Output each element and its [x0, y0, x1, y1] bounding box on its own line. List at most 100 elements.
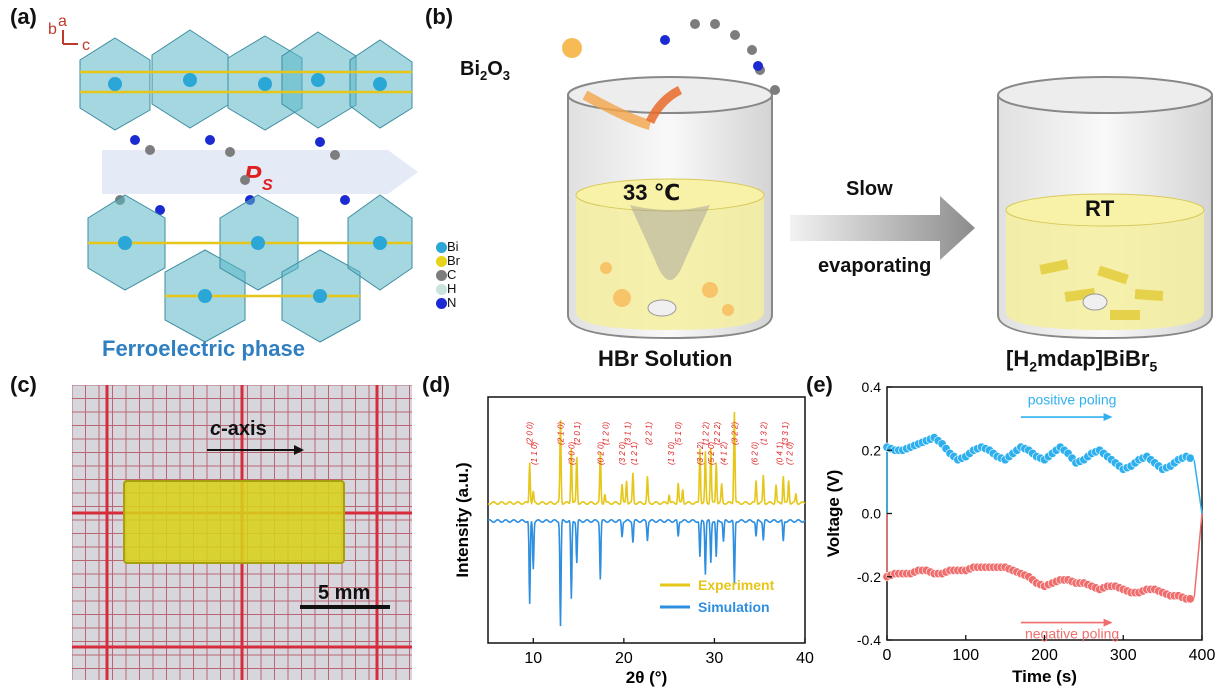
arrow-bottom-label: evaporating [818, 255, 932, 277]
crystal-structure-diagram: b a c P S [48, 13, 418, 343]
peak-label: (2 1 0) [556, 422, 565, 445]
peak-label: (0 4 1) [776, 442, 785, 465]
process-arrow [790, 196, 975, 260]
n-swatch [436, 298, 447, 310]
peak-label: (1 1 0) [530, 442, 539, 465]
x-tick-label: 30 [706, 650, 724, 667]
left-beaker [562, 19, 780, 340]
temperature-label: 33 ℃ [623, 180, 681, 205]
experiment-series-line [487, 411, 806, 506]
panel-label-d: (d) [422, 372, 451, 397]
h-swatch [436, 284, 447, 296]
x-tick-label: 400 [1189, 647, 1216, 664]
panel-label-a: (a) [10, 4, 37, 29]
axis-b-label: b [48, 21, 57, 38]
x-tick-label: 300 [1110, 647, 1137, 664]
legend-item-c: C [436, 268, 460, 282]
legend-label: Experiment [698, 577, 775, 593]
x-tick-label: 200 [1031, 647, 1058, 664]
atom-legend: Bi Br C H N [436, 240, 460, 310]
y-tick-label: -0.4 [857, 632, 881, 648]
peak-label: (1 2 0) [602, 422, 611, 445]
peak-label: (3 1 1) [623, 422, 632, 445]
ferroelectric-phase-caption: Ferroelectric phase [102, 336, 305, 361]
y-axis-label: Voltage (V) [824, 470, 843, 558]
peak-label: (3 2 2) [730, 422, 739, 445]
x-tick-label: 40 [796, 650, 814, 667]
series-label: negative poling [1025, 625, 1119, 641]
right-beaker [997, 76, 1213, 340]
x-tick-label: 0 [883, 647, 892, 664]
crystal-photo [72, 385, 412, 680]
peak-label: (1 3 2) [759, 422, 768, 445]
xrd-chart: (2 0 0)(1 1 0) (2 1 0)(3 0 0)(2 0 1) (0 2 … [453, 396, 814, 687]
series-label: positive poling [1028, 391, 1117, 407]
x-axis-label: 2θ (°) [626, 668, 668, 687]
x-tick-label: 10 [524, 650, 542, 667]
bottom-bi-atoms [118, 236, 387, 303]
x-tick-label: 100 [952, 647, 979, 664]
axis-a-label: a [58, 13, 67, 30]
legend-item-bi: Bi [436, 240, 460, 254]
voltage-chart: positive poling negative poling 0 100 200 300… [824, 379, 1216, 686]
axis-indicator: b a c [48, 13, 90, 54]
panel-label-e: (e) [806, 372, 833, 397]
panel-label-b: (b) [425, 4, 454, 29]
rt-label: RT [1085, 196, 1115, 221]
data-point [1185, 594, 1195, 604]
peak-label: (4 1 2) [719, 442, 728, 465]
peak-label: (0 2 0) [596, 442, 605, 465]
legend-item-br: Br [436, 254, 460, 268]
axis-c-label: c [82, 37, 90, 54]
peak-label: (5 2 0) [707, 442, 716, 465]
peak-label: (2 0 1) [573, 422, 582, 445]
peak-label: (1 3 0) [667, 442, 676, 465]
product-caption: [H2mdap]BiBr5 [1006, 346, 1158, 375]
peak-label: (2 0 0) [526, 422, 535, 445]
legend-item-h: H [436, 282, 460, 296]
peak-label: (6 2 0) [750, 442, 759, 465]
x-tick-label: 20 [615, 650, 633, 667]
poling-arrowhead [1103, 618, 1113, 627]
legend-item-n: N [436, 296, 460, 310]
simulation-series-line [487, 518, 806, 627]
peak-label: (3 1 2) [696, 442, 705, 465]
top-bonds [80, 70, 412, 94]
legend-label: Simulation [698, 599, 770, 615]
hbr-solution-caption: HBr Solution [598, 346, 733, 371]
bottom-bonds [88, 241, 412, 298]
c-axis-label: c-axis [210, 418, 267, 440]
peak-label: (3 0 0) [567, 442, 576, 465]
reagent-label: Bi2O3 [460, 58, 511, 83]
arrow-top-label: Slow [846, 178, 893, 200]
y-tick-label: 0.2 [862, 442, 882, 458]
data-point [1185, 453, 1195, 463]
peak-label: (2 2 2) [713, 422, 722, 445]
plot-frame [886, 386, 1203, 641]
ps-subscript: S [262, 177, 273, 194]
panel-label-c: (c) [10, 372, 37, 397]
polarization-arrow: P S [102, 150, 418, 194]
synthesis-diagram [562, 19, 1213, 340]
top-octahedra-layer [79, 29, 413, 131]
top-bi-atoms [108, 73, 387, 91]
organic-cations [115, 135, 350, 215]
peak-label: (7 2 0) [786, 442, 795, 465]
poling-arrowhead [1103, 413, 1113, 422]
ps-label: P [244, 160, 262, 190]
scale-label: 5 mm [318, 582, 371, 604]
y-tick-label: 0.4 [862, 379, 882, 395]
x-axis-label: Time (s) [1012, 667, 1077, 686]
peak-label: (1 2 2) [701, 422, 710, 445]
crystal-sample [123, 480, 345, 564]
peak-label: (5 1 0) [674, 422, 683, 445]
y-tick-label: -0.2 [857, 569, 881, 585]
bi-swatch [436, 242, 447, 254]
c-swatch [436, 270, 447, 282]
y-axis-label: Intensity (a.u.) [453, 462, 472, 577]
br-swatch [436, 256, 447, 268]
peak-label: (2 2 1) [644, 422, 653, 445]
peak-label: (1 2 1) [630, 442, 639, 465]
bottom-octahedra-layer [87, 194, 413, 343]
y-tick-label: 0.0 [862, 506, 882, 522]
